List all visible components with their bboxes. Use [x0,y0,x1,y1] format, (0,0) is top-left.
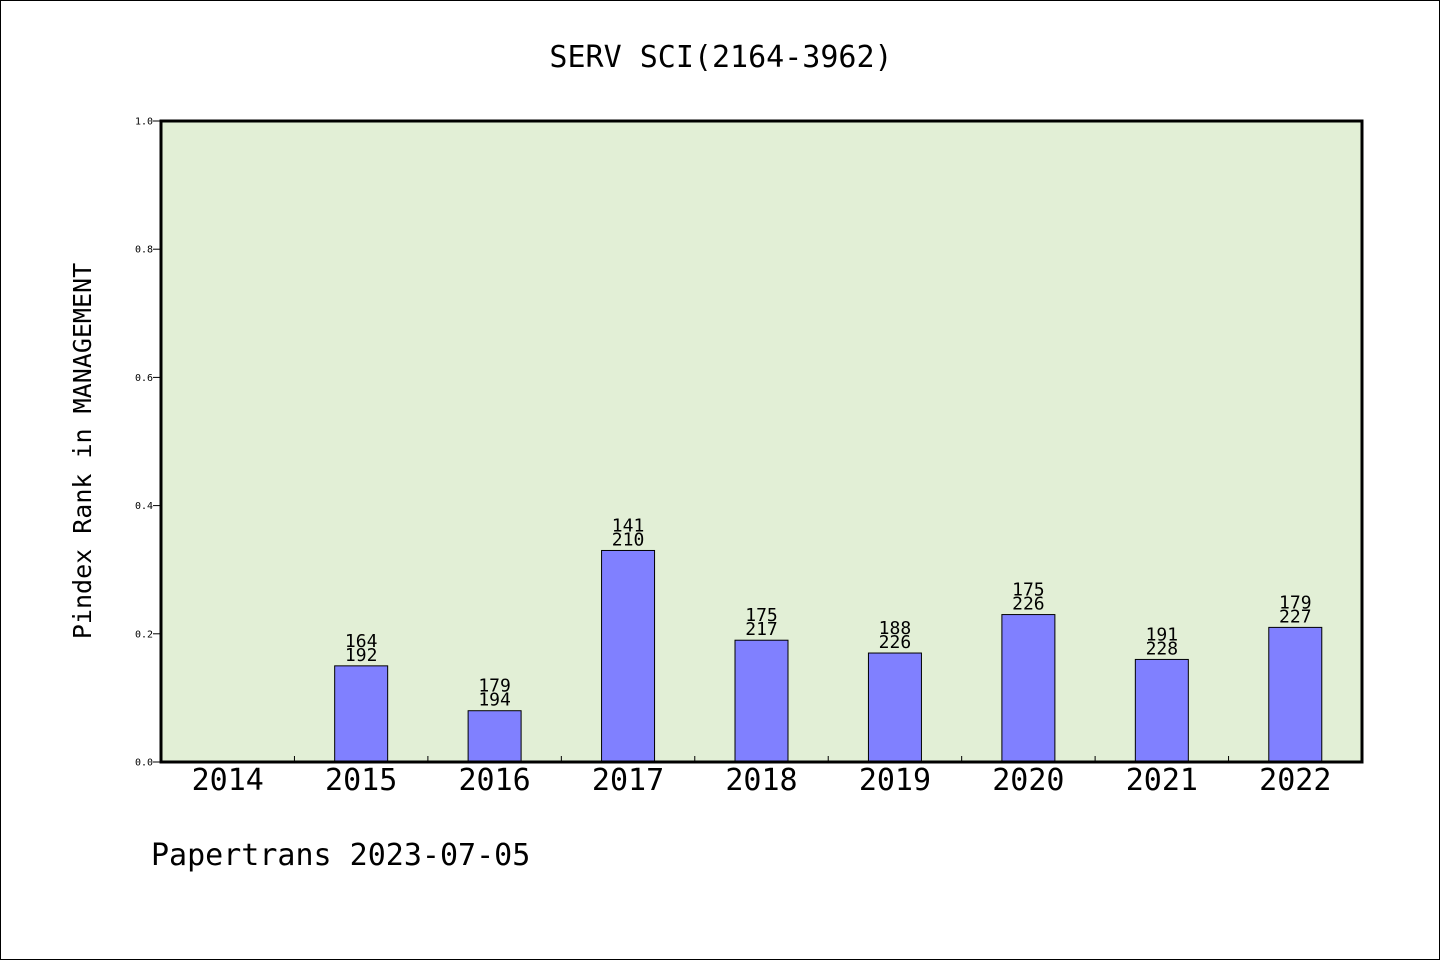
bar [467,710,522,763]
footer-text: Papertrans 2023-07-05 [151,838,530,873]
bar-rank-label: 164 [345,631,378,652]
bar [1134,658,1189,763]
chart-title: SERV SCI(2164-3962) [549,40,892,75]
y-tick-label: 0.6 [135,373,153,384]
y-tick-label: 0.4 [135,501,153,512]
bar-rank-label: 141 [612,515,645,536]
y-tick-label: 0.2 [135,629,153,640]
bar-total-label: 192 [345,645,378,666]
bar-total-label: 227 [1279,606,1312,627]
x-tick-label: 2022 [1259,763,1331,798]
y-axis-ticks: 0.0 0.2 0.4 0.6 0.8 1.0 [135,117,161,769]
y-tick-label: 0.8 [135,245,153,256]
bar [1268,626,1323,763]
x-tick-label: 2018 [725,763,797,798]
y-axis-label: Pindex Rank in MANAGEMENT [68,263,97,639]
bar-rank-label: 179 [478,676,511,697]
bar-rank-label: 188 [879,618,912,639]
x-tick-label: 2019 [859,763,931,798]
bar [734,639,789,763]
x-axis-ticks: 2014 2015 2016 2017 2018 2019 2020 2021 2022 [192,756,1331,798]
bar-total-label: 210 [612,529,645,550]
bar [867,652,922,763]
x-tick-label: 2017 [592,763,664,798]
bar [334,665,389,763]
y-tick-label: 0.0 [135,758,153,769]
bar [1001,614,1056,763]
bar-rank-label: 179 [1279,592,1312,613]
x-tick-label: 2020 [992,763,1064,798]
bar-rank-label: 175 [745,605,778,626]
bar-series [334,549,1323,763]
plot-border [159,119,1364,764]
x-tick-label: 2021 [1126,763,1198,798]
x-tick-label: 2015 [325,763,397,798]
bar-total-label: 226 [1012,594,1045,615]
bar [601,549,656,763]
bar-total-label: 217 [745,619,778,640]
bar-total-label: 226 [879,632,912,653]
y-tick-label: 1.0 [135,117,153,128]
bar-rank-label: 191 [1146,624,1179,645]
bar-total-label: 194 [478,690,511,711]
bar-rank-label: 175 [1012,580,1045,601]
bar-total-label: 228 [1146,638,1179,659]
x-tick-label: 2016 [458,763,530,798]
x-tick-label: 2014 [192,763,264,798]
